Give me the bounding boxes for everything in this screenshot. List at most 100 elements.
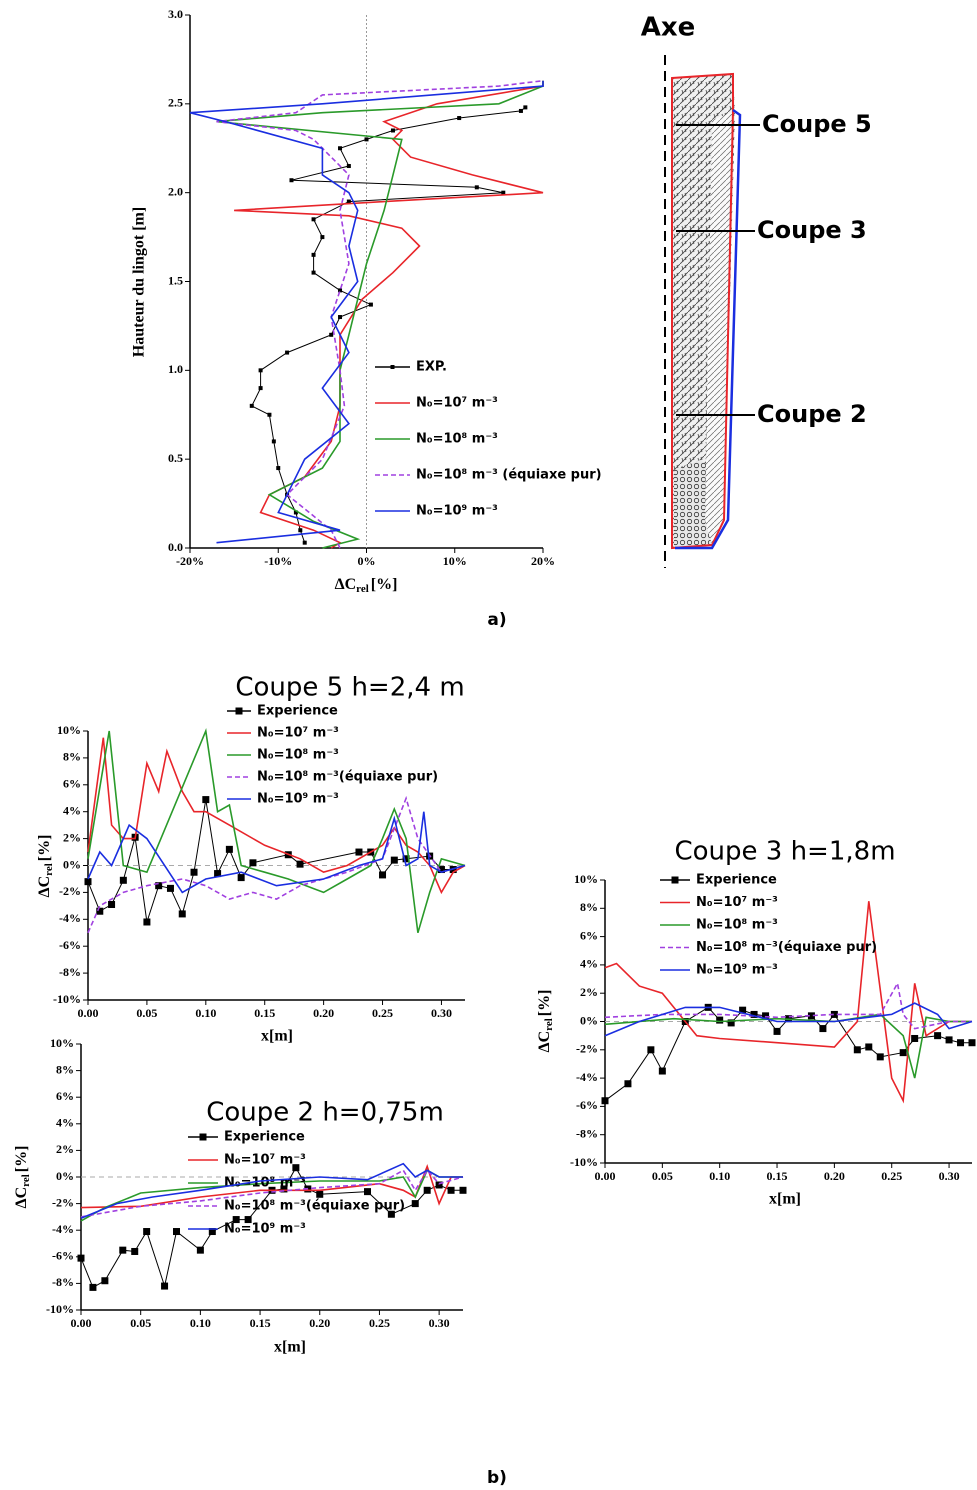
x-tick-label: 0.20 <box>824 1169 845 1183</box>
data-point <box>101 1277 109 1285</box>
data-point <box>232 1216 240 1224</box>
data-point <box>143 918 151 926</box>
y-tick-label: 10% <box>57 723 81 737</box>
data-point <box>899 1049 907 1057</box>
legend-label: N₀=10⁷ m⁻³ <box>257 726 339 741</box>
data-point <box>292 1164 300 1172</box>
ingot-schematic: Axe Coupe 5 Coupe 3 Coupe 2 <box>641 13 872 568</box>
data-point <box>387 1210 395 1218</box>
legend-label: N₀=10⁸ m⁻³(équiaxe pur) <box>696 940 877 955</box>
label-part: [%] <box>536 990 553 1017</box>
label-part: rel <box>20 1174 32 1187</box>
data-point <box>196 1246 204 1254</box>
legend-label: N₀=10⁸ m⁻³(équiaxe pur) <box>257 770 438 785</box>
data-point <box>716 1016 724 1024</box>
x-tick-label: 0.05 <box>130 1316 151 1330</box>
data-point <box>208 1228 216 1236</box>
x-tick-label: 0.10 <box>190 1316 211 1330</box>
data-point <box>329 332 334 337</box>
x-tick-label: 0.30 <box>939 1169 960 1183</box>
legend-label: Experience <box>696 873 777 888</box>
series-line <box>80 1168 464 1218</box>
y-tick-label: -10% <box>46 1302 74 1316</box>
data-point <box>244 1216 252 1224</box>
legend-label: N₀=10⁸ m⁻³ <box>696 918 778 933</box>
y-tick-label: 8% <box>63 750 81 764</box>
legend-marker <box>235 707 243 715</box>
data-point <box>298 528 303 533</box>
x-tick-label: 0.30 <box>431 1006 452 1020</box>
data-point <box>249 859 257 867</box>
y-tick-label: -4% <box>59 911 81 925</box>
data-point <box>338 315 343 320</box>
cut-label: Coupe 2 <box>757 400 867 428</box>
x-tick-label: 20% <box>531 554 555 568</box>
data-point <box>316 1190 324 1198</box>
data-point <box>89 1283 97 1291</box>
legend-label: N₀=10⁸ m⁻³ <box>257 748 339 763</box>
y-tick-label: -2% <box>52 1195 74 1209</box>
x-tick-label: 0.00 <box>595 1169 616 1183</box>
label-part: [%] <box>36 835 53 862</box>
series-line <box>216 79 544 549</box>
data-point <box>739 1006 747 1014</box>
label-part: ΔC <box>335 576 357 593</box>
legend-marker <box>199 1133 207 1141</box>
data-point <box>865 1043 873 1051</box>
data-point <box>338 288 343 293</box>
y-tick-label: -8% <box>52 1275 74 1289</box>
data-point <box>311 217 316 222</box>
y-tick-label: 10% <box>574 872 598 886</box>
data-point <box>108 901 116 909</box>
series-line <box>604 901 972 1104</box>
y-tick-label: 2% <box>56 1142 74 1156</box>
series-line <box>87 728 466 934</box>
data-point <box>84 878 92 886</box>
x-tick-label: 0.15 <box>254 1006 275 1020</box>
label-part: [%] <box>13 1146 30 1173</box>
data-point <box>320 235 325 240</box>
data-point <box>225 845 233 853</box>
y-tick-label: 2.5 <box>168 96 183 110</box>
legend-label: N₀=10⁹ m⁻³ <box>257 792 339 807</box>
x-tick-label: 0.15 <box>767 1169 788 1183</box>
data-point <box>338 146 343 151</box>
data-point <box>658 1067 666 1075</box>
x-axis-label: x[m] <box>769 1191 801 1208</box>
y-tick-label: 2% <box>63 830 81 844</box>
data-point <box>214 870 222 878</box>
legend-marker <box>671 876 679 884</box>
data-point <box>773 1027 781 1035</box>
cut-label: Coupe 5 <box>762 110 872 138</box>
series-line <box>80 1164 463 1209</box>
y-tick-label: 0.5 <box>168 451 183 465</box>
data-point <box>390 128 395 133</box>
series-line <box>87 811 466 894</box>
x-tick-label: 0.10 <box>709 1169 730 1183</box>
x-tick-label: 0.25 <box>372 1006 393 1020</box>
data-point <box>957 1039 965 1047</box>
y-tick-label: 0.0 <box>168 540 183 554</box>
label-part: rel <box>543 1018 555 1031</box>
data-point <box>368 302 373 307</box>
y-tick-label: -6% <box>52 1249 74 1263</box>
legend-label: N₀=10⁹ m⁻³ <box>696 963 778 978</box>
data-point <box>178 910 186 918</box>
y-tick-label: 10% <box>50 1036 74 1050</box>
data-point <box>853 1046 861 1054</box>
series-line <box>251 107 526 543</box>
data-point <box>190 868 198 876</box>
data-point <box>411 1200 419 1208</box>
data-point <box>807 1012 815 1020</box>
label-part: rel <box>43 863 55 876</box>
series-line <box>80 1162 463 1219</box>
y-tick-label: -8% <box>59 965 81 979</box>
data-point <box>474 185 479 190</box>
data-point <box>945 1036 953 1044</box>
y-tick-label: 8% <box>580 900 598 914</box>
data-point <box>271 439 276 444</box>
data-point <box>727 1019 735 1027</box>
data-point <box>364 137 369 142</box>
